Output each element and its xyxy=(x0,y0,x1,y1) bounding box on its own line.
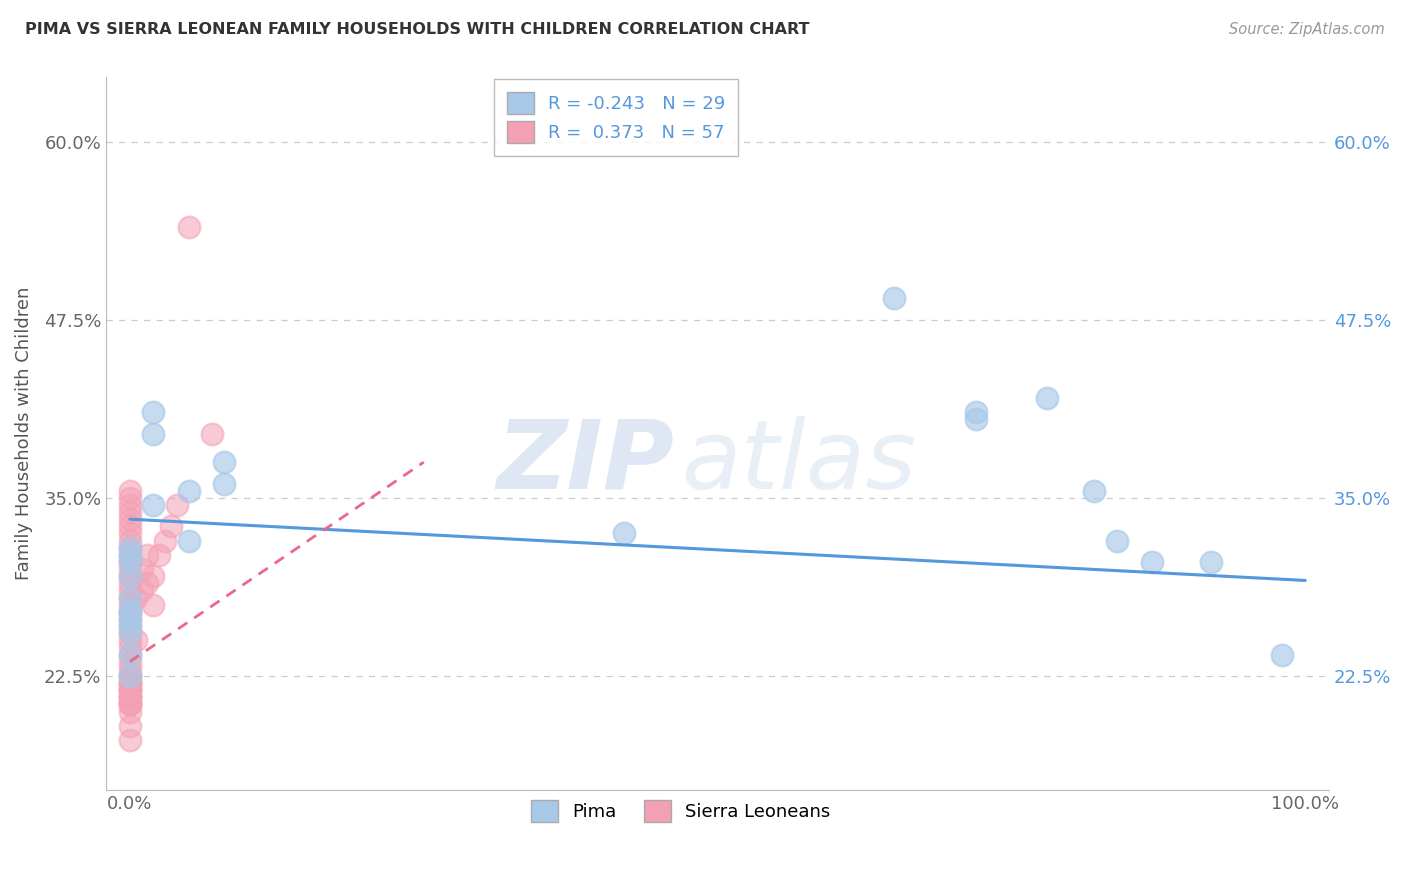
Point xyxy=(118,619,141,633)
Point xyxy=(118,562,141,576)
Text: Source: ZipAtlas.com: Source: ZipAtlas.com xyxy=(1229,22,1385,37)
Point xyxy=(118,526,141,541)
Point xyxy=(118,669,141,683)
Point xyxy=(118,648,141,662)
Point xyxy=(118,662,141,676)
Y-axis label: Family Households with Children: Family Households with Children xyxy=(15,287,32,581)
Point xyxy=(118,676,141,690)
Point xyxy=(118,548,141,562)
Point xyxy=(160,519,183,533)
Point xyxy=(118,555,141,569)
Point xyxy=(1142,555,1164,569)
Point xyxy=(965,412,987,426)
Point xyxy=(118,648,141,662)
Point xyxy=(118,619,141,633)
Point xyxy=(118,683,141,698)
Point xyxy=(118,626,141,640)
Point xyxy=(118,555,141,569)
Point xyxy=(118,512,141,526)
Point xyxy=(118,491,141,505)
Point xyxy=(118,690,141,705)
Point xyxy=(118,676,141,690)
Point xyxy=(212,476,235,491)
Point xyxy=(118,569,141,583)
Point xyxy=(212,455,235,469)
Point xyxy=(118,548,141,562)
Point xyxy=(118,533,141,548)
Point xyxy=(142,426,165,441)
Point xyxy=(118,683,141,698)
Point xyxy=(118,655,141,669)
Point xyxy=(118,690,141,705)
Point xyxy=(118,698,141,712)
Point xyxy=(118,698,141,712)
Point xyxy=(118,719,141,733)
Text: ZIP: ZIP xyxy=(496,416,675,508)
Point xyxy=(118,541,141,555)
Point xyxy=(142,569,165,583)
Point xyxy=(118,669,141,683)
Point xyxy=(118,576,141,591)
Point xyxy=(142,405,165,419)
Point xyxy=(177,220,200,235)
Point xyxy=(118,591,141,605)
Point xyxy=(118,598,141,612)
Point xyxy=(118,605,141,619)
Point xyxy=(965,405,987,419)
Point xyxy=(142,498,165,512)
Point xyxy=(136,548,159,562)
Point xyxy=(118,583,141,598)
Point xyxy=(1083,483,1105,498)
Point xyxy=(118,505,141,519)
Point xyxy=(177,533,200,548)
Point xyxy=(118,541,141,555)
Point xyxy=(148,548,170,562)
Point xyxy=(118,605,141,619)
Point xyxy=(136,576,159,591)
Point xyxy=(118,498,141,512)
Point xyxy=(118,705,141,719)
Point xyxy=(166,498,188,512)
Point xyxy=(612,526,634,541)
Point xyxy=(118,698,141,712)
Point xyxy=(118,569,141,583)
Point xyxy=(118,683,141,698)
Point xyxy=(118,676,141,690)
Legend: Pima, Sierra Leoneans: Pima, Sierra Leoneans xyxy=(519,787,844,834)
Point xyxy=(153,533,176,548)
Point xyxy=(1199,555,1222,569)
Point xyxy=(883,291,905,305)
Point xyxy=(118,669,141,683)
Point xyxy=(201,426,224,441)
Point xyxy=(118,612,141,626)
Point xyxy=(1271,648,1294,662)
Point xyxy=(142,598,165,612)
Point xyxy=(125,591,148,605)
Point xyxy=(118,483,141,498)
Point xyxy=(118,612,141,626)
Point xyxy=(118,640,141,655)
Point xyxy=(118,690,141,705)
Point xyxy=(177,483,200,498)
Point xyxy=(118,626,141,640)
Point xyxy=(118,733,141,747)
Point xyxy=(118,519,141,533)
Point xyxy=(131,562,153,576)
Point xyxy=(1035,391,1057,405)
Point xyxy=(1107,533,1129,548)
Point xyxy=(118,605,141,619)
Point xyxy=(125,633,148,648)
Point xyxy=(131,583,153,598)
Text: atlas: atlas xyxy=(681,416,915,508)
Point xyxy=(118,591,141,605)
Text: PIMA VS SIERRA LEONEAN FAMILY HOUSEHOLDS WITH CHILDREN CORRELATION CHART: PIMA VS SIERRA LEONEAN FAMILY HOUSEHOLDS… xyxy=(25,22,810,37)
Point xyxy=(118,633,141,648)
